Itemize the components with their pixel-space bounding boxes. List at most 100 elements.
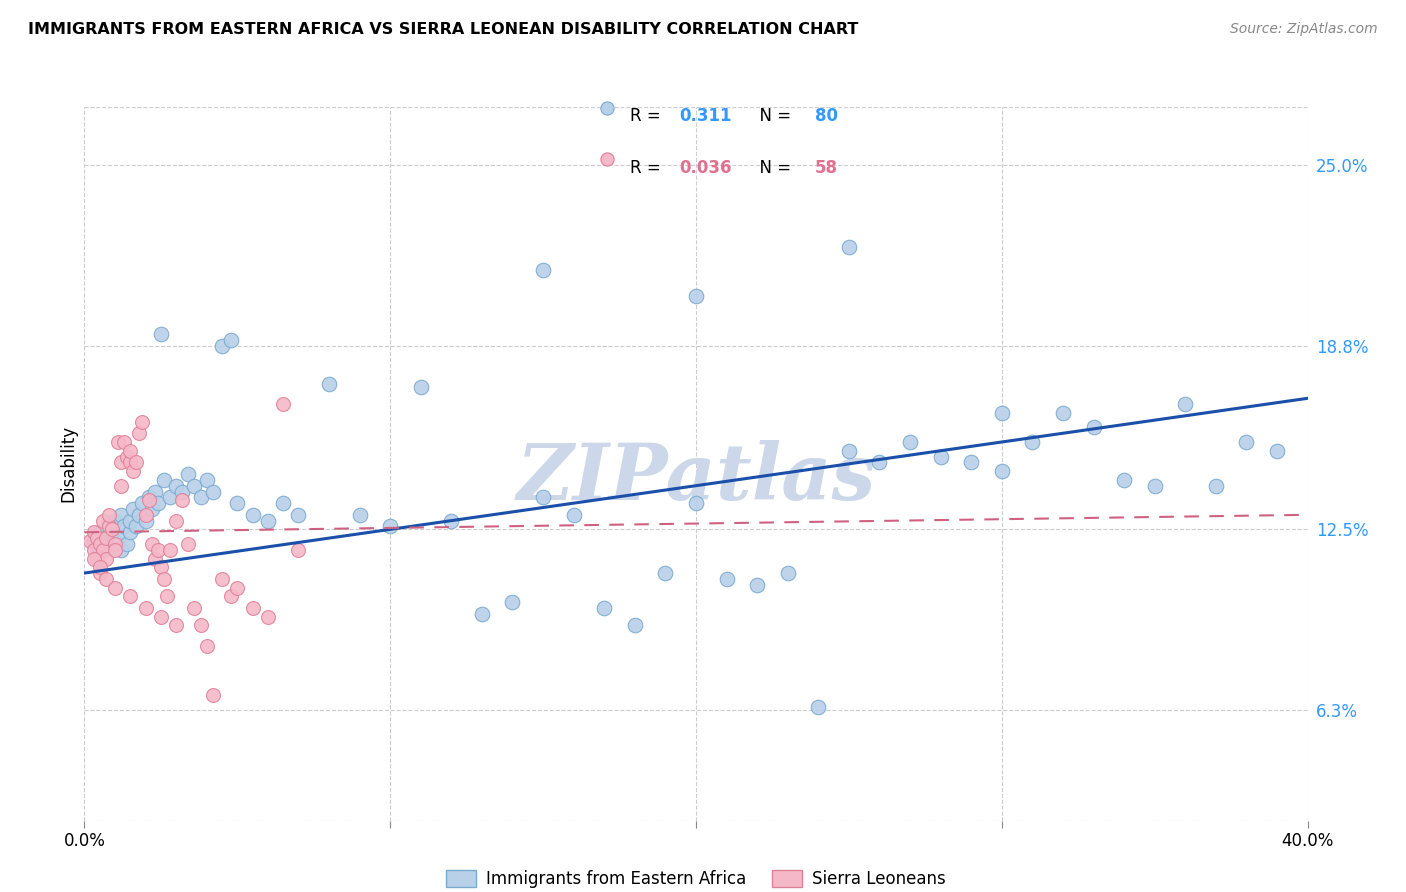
Point: [1083, 420, 1105, 434]
Point: [112, 435, 135, 450]
Point: [177, 537, 200, 551]
Point: [929, 450, 952, 464]
Point: [141, 502, 163, 516]
Point: [219, 590, 242, 604]
Point: [287, 508, 309, 522]
Point: [112, 519, 135, 533]
Point: [183, 601, 205, 615]
Point: [685, 289, 707, 303]
Point: [440, 514, 463, 528]
Point: [1021, 435, 1043, 450]
Point: [128, 426, 150, 441]
Point: [807, 700, 830, 714]
Point: [101, 522, 124, 536]
Point: [531, 263, 554, 277]
Text: 0.036: 0.036: [679, 159, 731, 177]
Point: [747, 578, 769, 592]
Point: [89, 537, 111, 551]
Point: [195, 639, 218, 653]
Text: R =: R =: [630, 159, 666, 177]
Point: [1265, 443, 1288, 458]
Point: [380, 519, 402, 533]
Point: [120, 514, 142, 528]
Point: [138, 491, 160, 505]
Point: [219, 333, 242, 347]
Point: [1236, 435, 1258, 450]
Point: [97, 508, 120, 522]
Point: [146, 542, 169, 557]
Point: [104, 537, 127, 551]
Point: [153, 572, 176, 586]
Point: [195, 473, 218, 487]
Point: [104, 581, 127, 595]
Point: [125, 455, 148, 469]
Point: [89, 542, 111, 557]
Text: N =: N =: [748, 159, 796, 177]
Point: [91, 531, 114, 545]
Point: [183, 478, 205, 492]
Point: [471, 607, 494, 621]
Point: [156, 590, 179, 604]
Point: [107, 531, 129, 545]
Point: [104, 534, 127, 549]
Point: [838, 240, 860, 254]
Point: [79, 534, 101, 549]
Point: [120, 455, 142, 469]
Point: [716, 572, 738, 586]
Point: [115, 450, 138, 464]
Point: [91, 514, 114, 528]
Point: [120, 525, 142, 540]
Point: [83, 534, 105, 549]
Point: [211, 572, 233, 586]
Text: 0.311: 0.311: [679, 107, 731, 126]
Point: [776, 566, 799, 580]
Point: [349, 508, 371, 522]
Point: [131, 496, 153, 510]
Point: [242, 508, 264, 522]
Point: [104, 514, 127, 528]
Point: [97, 516, 120, 531]
Point: [138, 493, 160, 508]
Point: [97, 540, 120, 554]
Point: [122, 464, 145, 478]
Point: [149, 327, 172, 342]
Y-axis label: Disability: Disability: [59, 425, 77, 502]
Point: [654, 566, 676, 580]
Point: [165, 514, 187, 528]
Point: [94, 572, 117, 586]
Point: [242, 601, 264, 615]
Point: [177, 467, 200, 481]
Point: [257, 514, 280, 528]
Point: [86, 551, 108, 566]
Point: [97, 519, 120, 533]
Point: [83, 525, 105, 540]
Point: [115, 537, 138, 551]
Point: [271, 496, 294, 510]
Point: [89, 525, 111, 540]
Point: [94, 531, 117, 545]
Point: [991, 406, 1014, 420]
Point: [91, 542, 114, 557]
Point: [153, 473, 176, 487]
Point: [83, 551, 105, 566]
Point: [257, 609, 280, 624]
Point: [89, 560, 111, 574]
Point: [838, 443, 860, 458]
Point: [128, 508, 150, 522]
Point: [287, 542, 309, 557]
Point: [226, 496, 249, 510]
Point: [131, 415, 153, 429]
Point: [172, 484, 194, 499]
Point: [143, 551, 166, 566]
Point: [960, 455, 983, 469]
Point: [165, 618, 187, 632]
Legend: Immigrants from Eastern Africa, Sierra Leoneans: Immigrants from Eastern Africa, Sierra L…: [440, 863, 952, 892]
Point: [190, 618, 212, 632]
Point: [172, 493, 194, 508]
Point: [201, 689, 224, 703]
Point: [595, 101, 617, 115]
Text: ZIPatlas: ZIPatlas: [516, 440, 876, 516]
Point: [502, 595, 524, 609]
Point: [211, 339, 233, 353]
Point: [86, 531, 108, 545]
